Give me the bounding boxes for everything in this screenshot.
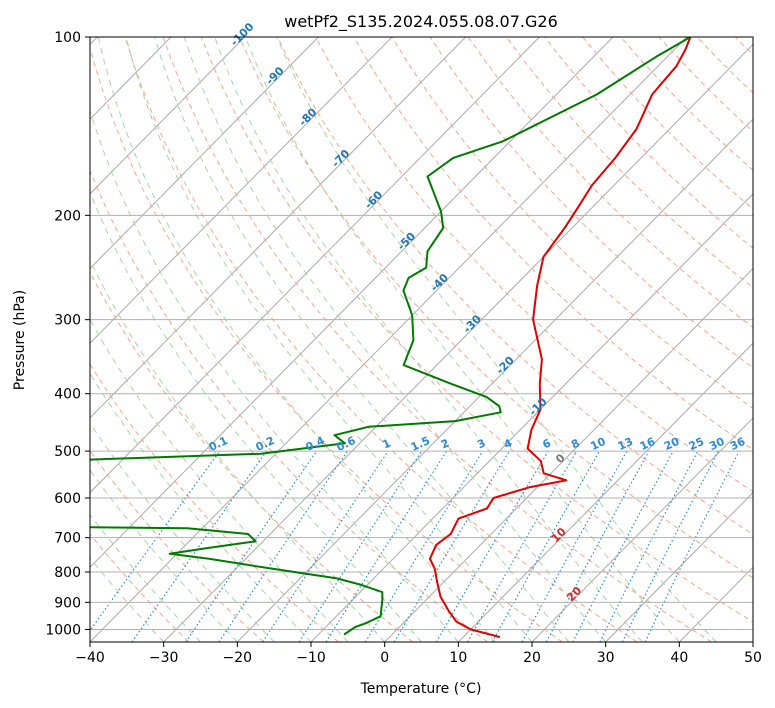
isotherm-line xyxy=(384,267,753,642)
y-tick-label: 200 xyxy=(54,208,81,224)
x-tick-label: 50 xyxy=(744,650,762,666)
isotherm-line xyxy=(90,37,467,419)
isotherm-line xyxy=(90,37,319,270)
moist-adiabat xyxy=(90,422,275,642)
x-axis-label: Temperature (°C) xyxy=(360,681,482,697)
dry-adiabat xyxy=(90,363,339,642)
grid-lines xyxy=(90,37,753,630)
background-lines xyxy=(90,37,753,642)
isotherm-line xyxy=(531,417,753,642)
dry-adiabat xyxy=(90,46,563,642)
dry-adiabat xyxy=(90,271,414,642)
dry-adiabat xyxy=(315,37,753,493)
y-tick-label: 100 xyxy=(54,30,81,46)
moist-adiabat xyxy=(125,37,533,642)
moist-adiabat xyxy=(90,557,165,642)
mixing-ratio-line xyxy=(298,450,423,642)
moist-adiabat xyxy=(90,108,459,642)
y-tick-label: 700 xyxy=(54,531,81,547)
x-tick-label: −40 xyxy=(75,650,105,666)
mixing-ratio-label: 20 xyxy=(662,435,682,453)
dry-adiabat xyxy=(124,37,638,642)
dry-adiabat xyxy=(277,37,753,535)
axes: −40 −30 −20 −10 0 10 20 30 40 50 1000 900 800 700 600 5… xyxy=(45,30,762,666)
x-tick-label: 10 xyxy=(449,650,467,666)
mixing-ratio-line xyxy=(393,450,510,642)
isotherm-line xyxy=(90,37,614,569)
dry-adiabat xyxy=(353,37,753,451)
mixing-ratio-line xyxy=(545,450,650,642)
mixing-ratio-label: 30 xyxy=(707,435,727,453)
x-tick-label: 30 xyxy=(597,650,615,666)
x-tick-label: −10 xyxy=(296,650,326,666)
y-axis-label: Pressure (hPa) xyxy=(12,290,28,390)
y-tick-label: 500 xyxy=(54,444,81,460)
mixing-ratio-label: 10 xyxy=(588,435,608,453)
isotherm-line xyxy=(163,43,753,642)
dry-adiabat xyxy=(429,37,753,369)
moist-adiabat xyxy=(90,191,422,642)
isotherm-line xyxy=(457,342,753,642)
moist-adiabat xyxy=(245,37,680,642)
series-layer xyxy=(90,37,692,639)
isotherm-line xyxy=(90,37,540,494)
mixing-ratio-line xyxy=(644,450,740,642)
mixing-ratio-label: 25 xyxy=(687,435,706,453)
moist-adiabat xyxy=(90,514,201,642)
y-tick-label: 900 xyxy=(54,595,81,611)
isotherm-line xyxy=(90,37,246,195)
mixing-ratio-label: 13 xyxy=(616,435,635,453)
moist-adiabat xyxy=(154,37,570,642)
moist-adiabat xyxy=(183,37,607,642)
mixing-ratio-label: 36 xyxy=(728,435,748,453)
chart-title: wetPf2_S135.2024.055.08.07.G26 xyxy=(284,12,558,32)
series-line xyxy=(428,37,692,639)
isotherm-line xyxy=(90,37,688,642)
mixing-ratio-label: 16 xyxy=(638,435,658,453)
moist-adiabat xyxy=(90,469,238,642)
mixing-ratio-line xyxy=(621,450,719,642)
moist-adiabat xyxy=(214,37,643,642)
moist-adiabat xyxy=(97,37,496,642)
mixing-ratio-line xyxy=(131,450,268,642)
mixing-ratio-line xyxy=(218,450,348,642)
isotherm-line xyxy=(605,491,753,642)
mixing-ratio-line xyxy=(491,450,601,642)
isotherm-line xyxy=(90,37,393,344)
mixing-ratio-line xyxy=(325,450,448,642)
series-line xyxy=(90,37,691,636)
x-tick-label: 0 xyxy=(380,650,389,666)
y-tick-label: 1000 xyxy=(45,622,81,638)
x-tick-label: 40 xyxy=(670,650,688,666)
moist-adiabat xyxy=(90,318,349,642)
plot-frame xyxy=(89,36,754,643)
moist-adiabat xyxy=(276,37,717,642)
x-tick-label: −20 xyxy=(223,650,253,666)
y-tick-label: 400 xyxy=(54,387,81,403)
x-tick-label: −30 xyxy=(149,650,179,666)
x-tick-label: 20 xyxy=(523,650,541,666)
mixing-ratio-line xyxy=(185,450,318,642)
mixing-ratio-line xyxy=(364,450,484,642)
y-tick-label: 300 xyxy=(54,313,81,329)
isotherm-line xyxy=(236,118,753,642)
y-tick-label: 600 xyxy=(54,491,81,507)
moist-adiabat xyxy=(90,259,386,642)
mixing-ratio-line xyxy=(90,450,221,632)
moist-adiabat xyxy=(90,372,312,642)
mixing-ratio-line xyxy=(521,450,628,642)
mixing-ratio-line xyxy=(262,450,389,642)
y-tick-label: 800 xyxy=(54,565,81,581)
dry-adiabat xyxy=(467,37,753,329)
isotherm-line xyxy=(310,193,753,642)
